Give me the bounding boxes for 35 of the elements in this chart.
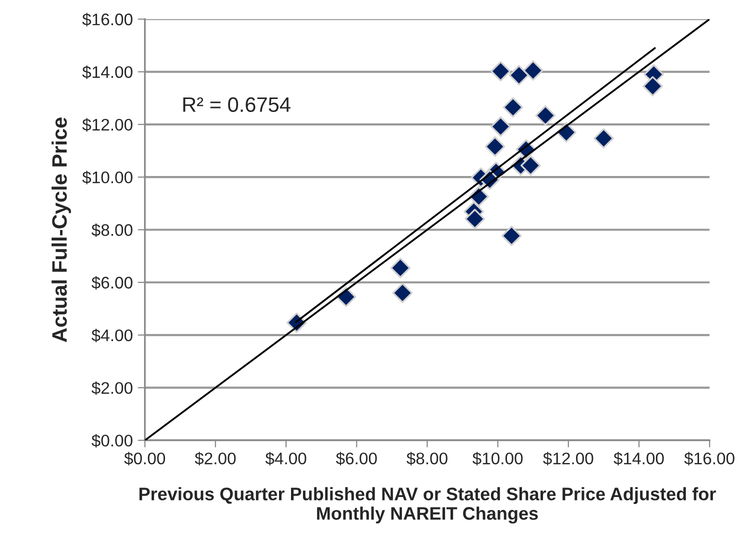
point — [390, 258, 411, 278]
point — [490, 61, 511, 82]
point — [520, 155, 541, 176]
x-tick-label: $6.00 — [336, 452, 377, 466]
point — [522, 60, 544, 81]
point — [464, 208, 486, 230]
x-tick-label: $16.00 — [684, 452, 734, 466]
annotation: R² = 0.6754 — [183, 97, 290, 112]
x-tick-label: $10.00 — [472, 452, 523, 466]
y-tick-label: $2.00 — [92, 381, 132, 395]
point — [484, 136, 506, 157]
point — [392, 282, 413, 304]
x-tick-label: $4.00 — [265, 452, 306, 466]
x-tick-label: $12.00 — [543, 452, 594, 466]
y-tick-label: $0.00 — [92, 434, 132, 448]
y-tick-label: $14.00 — [82, 65, 132, 79]
y-tick-label: $16.00 — [82, 12, 132, 26]
y-tick-label: $12.00 — [82, 118, 132, 132]
y-axis-title: Actual Full-Cycle Price — [52, 118, 71, 342]
point — [508, 65, 530, 86]
point — [642, 76, 663, 96]
point — [501, 226, 522, 246]
point — [502, 97, 524, 118]
x-tick-label: $2.00 — [194, 452, 236, 466]
point — [594, 128, 614, 149]
x-tick-label: $8.00 — [406, 452, 448, 466]
x-tick-label: $14.00 — [614, 452, 664, 466]
y-tick-label: $10.00 — [82, 170, 132, 184]
y-tick-label: $8.00 — [92, 223, 132, 237]
y-tick-label: $4.00 — [92, 328, 132, 342]
point — [490, 116, 511, 137]
y-tick-label: $6.00 — [92, 276, 132, 290]
x-axis-title: Previous Quarter Published NAV or Stated Share Price Adjusted for Monthly NAREIT Changes — [139, 487, 716, 524]
x-tick-label: $0.00 — [124, 452, 166, 466]
point — [535, 105, 556, 126]
